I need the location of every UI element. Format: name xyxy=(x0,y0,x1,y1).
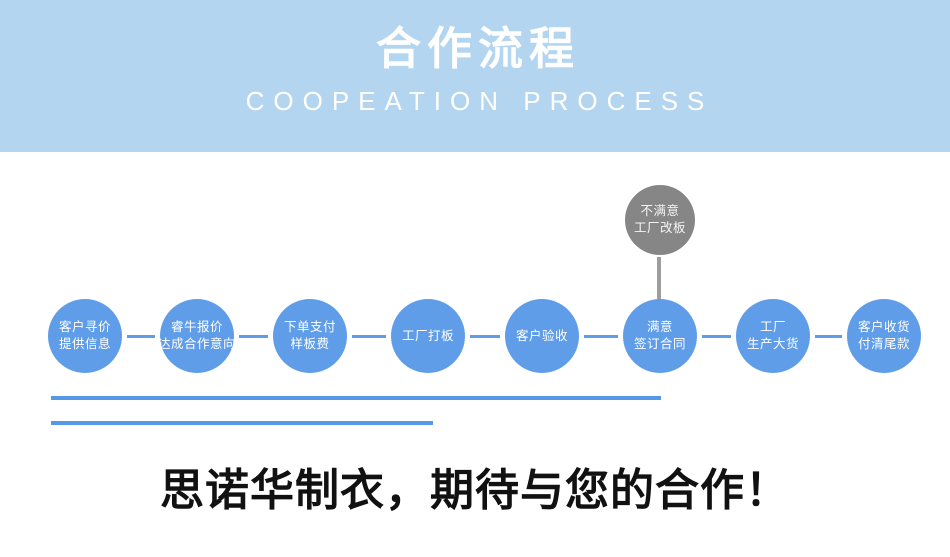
footer-slogan: 思诺华制衣，期待与您的合作！ xyxy=(160,466,790,515)
alt-step-connector xyxy=(657,257,661,299)
flow-step-4: 工厂打板 xyxy=(391,299,465,373)
flow-step-1: 客户寻价 提供信息 xyxy=(48,299,122,373)
flow-step-label: 工厂 xyxy=(759,320,786,334)
flow-connector xyxy=(584,335,618,338)
divider-line-1 xyxy=(51,396,661,400)
flow-connector xyxy=(352,335,386,338)
divider-line-2 xyxy=(51,421,433,425)
flow-step-6: 满意 签订合同 xyxy=(623,299,697,373)
page-subtitle: COOPEATION PROCESS xyxy=(245,86,714,116)
page-title: 合作流程 xyxy=(375,23,580,74)
banner: 合作流程 COOPEATION PROCESS xyxy=(0,0,950,152)
flow-step-7: 工厂 生产大货 xyxy=(736,299,810,373)
flow-step-label: 下单支付 xyxy=(283,320,336,334)
flow-connector xyxy=(127,335,155,338)
flow-step-label: 工厂改板 xyxy=(633,221,686,235)
flow-connector xyxy=(470,335,500,338)
flow-step-label: 睿牛报价 xyxy=(170,320,223,334)
flow-step-label: 提供信息 xyxy=(58,337,111,351)
flow-connector xyxy=(815,335,842,338)
flow-step-label: 生产大货 xyxy=(746,337,799,351)
flow-step-label: 签订合同 xyxy=(633,337,686,351)
flow-step-label: 工厂打板 xyxy=(401,328,454,343)
flow-step-2: 睿牛报价达成合作意向 xyxy=(158,299,237,373)
flow-step-label: 样板费 xyxy=(290,337,330,351)
flow-step-8: 客户收货 付清尾款 xyxy=(847,299,921,373)
flow-step-label: 满意 xyxy=(646,320,673,334)
flow-step-label: 付清尾款 xyxy=(857,337,910,351)
flow-step-5: 客户验收 xyxy=(505,299,579,373)
flow-connector xyxy=(702,335,731,338)
flow-step-label: 达成合作意向 xyxy=(158,337,237,351)
flow-connector xyxy=(239,335,268,338)
flow-step-label: 客户收货 xyxy=(857,320,910,334)
flow-alt-step: 不满意 工厂改板 xyxy=(625,185,695,255)
flow-step-label: 客户验收 xyxy=(515,328,568,343)
flow-step-3: 下单支付 样板费 xyxy=(273,299,347,373)
flow-step-label: 客户寻价 xyxy=(58,320,111,334)
flow-step-label: 不满意 xyxy=(640,204,680,218)
